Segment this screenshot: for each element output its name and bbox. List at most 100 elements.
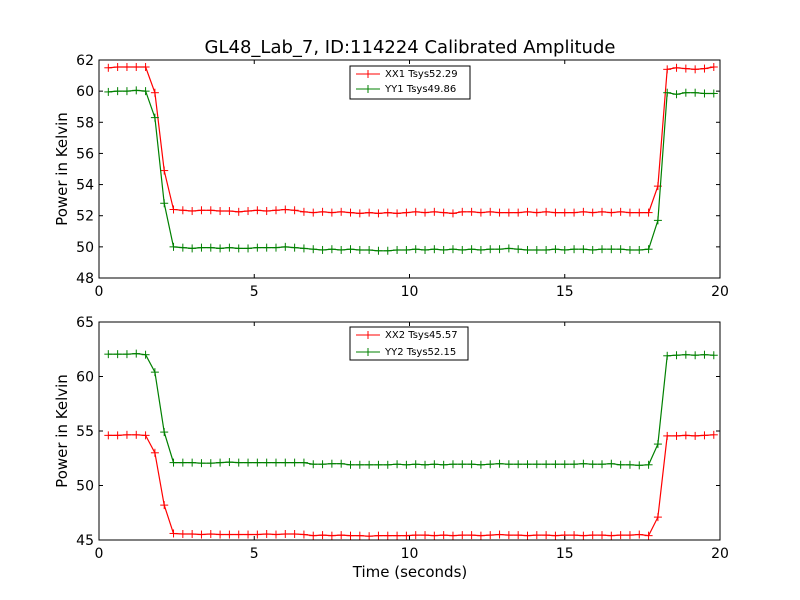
plot1-series-1-point — [579, 459, 588, 468]
plot0-series-0-point — [206, 206, 215, 215]
plot0-series-0-point — [309, 208, 318, 217]
plot1-series-0-point — [579, 531, 588, 540]
plot0-series-1-point — [234, 244, 243, 253]
plot0-series-0-point — [709, 63, 718, 72]
plot1-series-0-point — [346, 531, 355, 540]
plot0-series-1-point — [169, 242, 178, 251]
plot0-series-1-point — [542, 245, 551, 254]
plot0-series-1-point — [514, 245, 523, 254]
plot1-series-1-point — [467, 460, 476, 469]
plot1-series-1-point — [327, 459, 336, 468]
plot1-series-1-point — [644, 460, 653, 469]
plot0-series-1-point — [439, 245, 448, 254]
plot1-series-1-point — [635, 461, 644, 470]
plot0-series-1-point — [430, 245, 439, 254]
plot0-series-1-point — [625, 245, 634, 254]
plot1-x-tick-label: 5 — [250, 546, 259, 562]
plot0-series-0-point — [355, 209, 364, 218]
plot0-y-tick-label: 50 — [76, 240, 94, 256]
plot1-series-0-point — [309, 531, 318, 540]
plot0-x-tick-label: 15 — [556, 284, 574, 300]
plot0-series-1-point — [141, 87, 150, 96]
plot1-series-0-point — [467, 531, 476, 540]
plot0-series-1-point — [188, 244, 197, 253]
plot1-series-1-point — [402, 460, 411, 469]
plot0-series-1-point — [570, 245, 579, 254]
plot0-series-0-point — [160, 166, 169, 175]
plot0-series-0-point — [253, 206, 262, 215]
plot1-series-1-point — [653, 440, 662, 449]
plot0-series-1-point — [691, 88, 700, 97]
plot1-series-0-point — [374, 531, 383, 540]
plot1-series-1-point — [663, 351, 672, 360]
plot1-series-1-point — [607, 459, 616, 468]
plot0-series-0-point — [560, 208, 569, 217]
plot0-series-0-point — [290, 206, 299, 215]
bottom-legend-box — [349, 326, 469, 361]
plot0-series-0-point — [476, 208, 485, 217]
plot0-series-0-point — [579, 207, 588, 216]
plot1-series-0-point — [365, 532, 374, 541]
plot1-series-0-point — [113, 431, 122, 440]
plot0-series-0-point — [188, 207, 197, 216]
plot0-series-0-point — [551, 208, 560, 217]
plot0-series-1-point — [486, 245, 495, 254]
plot0-series-0-point — [141, 63, 150, 72]
plot0-series-0-point — [411, 207, 420, 216]
plot1-series-0-point — [104, 431, 113, 440]
bottom-chart: 0 5 10 15 20 45 50 55 60 65 Power in Kelvin Time … — [53, 315, 729, 581]
plot1-series-1-point — [337, 459, 346, 468]
plot1-series-0-point — [132, 430, 141, 439]
plot0-series-0-point — [402, 208, 411, 217]
plot1-series-0-point — [551, 531, 560, 540]
plot1-series-1-point — [178, 458, 187, 467]
plot0-series-0-point — [216, 207, 225, 216]
plot0-series-1-point — [467, 245, 476, 254]
plot0-series-0-point — [346, 208, 355, 217]
plot1-series-1-point — [271, 458, 280, 467]
bottom-legend-label-xx2: XX2 Tsys45.57 — [385, 330, 458, 341]
plot0-series-0-point — [616, 207, 625, 216]
plot1-series-0-point — [607, 531, 616, 540]
plot1-series-1-point — [486, 460, 495, 469]
bottom-x-axis-label: Time (seconds) — [352, 563, 468, 581]
plot1-series-1-point — [560, 460, 569, 469]
plot0-series-1-point — [663, 88, 672, 97]
plot0-x-tick-label: 0 — [95, 284, 104, 300]
plot1-series-0-point — [672, 431, 681, 440]
plot0-y-tick-label: 54 — [76, 178, 94, 194]
plot1-series-1-point — [672, 351, 681, 360]
plot1-series-0-point — [495, 530, 504, 539]
plot0-series-0-point — [104, 63, 113, 72]
plot0-series-1-point — [281, 242, 290, 251]
plot1-series-0-point — [262, 530, 271, 539]
plot1-series-0-point — [206, 530, 215, 539]
plot1-series-1-point — [495, 459, 504, 468]
plot0-series-0-point — [542, 207, 551, 216]
plot1-series-0-point — [393, 531, 402, 540]
plot1-y-tick-label: 45 — [76, 533, 94, 549]
plot0-series-1-point — [346, 245, 355, 254]
plot0-series-0-point — [365, 208, 374, 217]
plot1-series-0-point — [523, 531, 532, 540]
plot0-series-0-point — [393, 209, 402, 218]
plot1-series-0-point — [588, 531, 597, 540]
plot0-series-1-point — [160, 199, 169, 208]
plot0-y-tick-label: 52 — [76, 209, 94, 225]
plot0-series-1-point — [244, 244, 253, 253]
plot0-series-1-point — [588, 245, 597, 254]
plot0-series-0-point — [598, 207, 607, 216]
plot0-series-1-point — [551, 245, 560, 254]
plot1-series-1-point — [122, 350, 131, 359]
plot1-series-1-point — [299, 458, 308, 467]
plot0-series-1-point — [383, 246, 392, 255]
plot0-series-1-point — [178, 243, 187, 252]
plot0-series-1-point — [672, 90, 681, 99]
plot1-series-0-point — [635, 530, 644, 539]
plot0-series-1-point — [532, 245, 541, 254]
plot1-series-0-point — [402, 531, 411, 540]
plot1-series-0-point — [700, 431, 709, 440]
plot0-series-1-point — [337, 245, 346, 254]
bottom-legend-label-yy2: YY2 Tsys52.15 — [384, 347, 456, 358]
